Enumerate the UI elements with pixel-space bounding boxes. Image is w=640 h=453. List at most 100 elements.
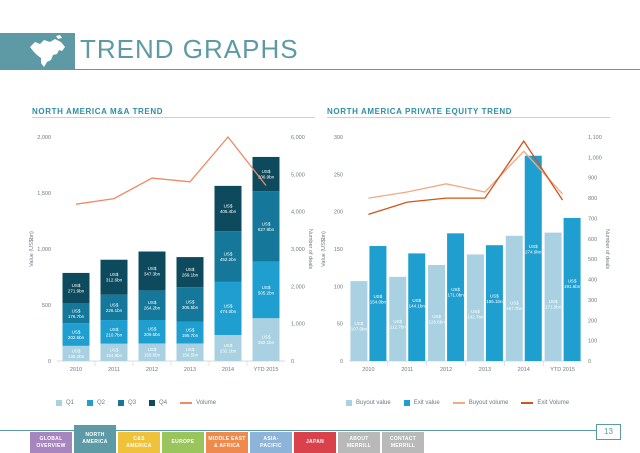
y2-axis-title: Number of deals bbox=[604, 229, 610, 270]
exit-volume-line bbox=[368, 139, 564, 216]
nav-tab-label-line1: C&S bbox=[133, 435, 145, 442]
nav-tab-europe[interactable]: EUROPE bbox=[162, 432, 204, 453]
y-tick-label: 50 bbox=[337, 322, 343, 328]
data-label: US$ 232.1bn bbox=[220, 343, 237, 354]
bar-segment-q4 bbox=[138, 251, 166, 291]
legend-swatch bbox=[346, 400, 352, 406]
nav-tab-c-s-america[interactable]: C&S AMERICA bbox=[118, 432, 160, 453]
bar-buyout-value bbox=[544, 232, 562, 361]
right-section-rule bbox=[327, 117, 610, 118]
y2-tick-label: 1,000 bbox=[588, 155, 602, 161]
nav-tab-global-overview[interactable]: GLOBAL OVERVIEW bbox=[30, 432, 72, 453]
bar-segment-q1 bbox=[252, 318, 280, 361]
nav-tab-middle-east-africa[interactable]: MIDDLE EAST & AFRICA bbox=[206, 432, 248, 453]
data-label: US$ 154.0bn bbox=[370, 294, 387, 305]
nav-tab-japan[interactable]: JAPAN bbox=[294, 432, 336, 453]
bar-segment-q3 bbox=[138, 290, 166, 320]
legend-label: Buyout value bbox=[356, 400, 391, 406]
nav-tab-label-line2: OVERVIEW bbox=[36, 442, 66, 449]
data-label: US$ 128.6bn bbox=[428, 314, 445, 325]
nav-tab-label-line1: MIDDLE EAST bbox=[208, 435, 246, 442]
bar-buyout-value bbox=[505, 235, 523, 361]
data-label: US$ 210.7bn bbox=[106, 327, 123, 338]
data-label: US$ 347.3bn bbox=[144, 266, 161, 277]
x-tick-label: 2012 bbox=[146, 367, 158, 373]
data-label: US$ 112.7bn bbox=[390, 319, 406, 330]
legend-swatch bbox=[118, 400, 125, 406]
nav-tab-label-line2: PACIFIC bbox=[260, 442, 282, 449]
bar-segment-q2 bbox=[252, 261, 280, 319]
data-label: US$ 155.1bn bbox=[486, 293, 503, 304]
nav-tab-north-america[interactable]: NORTH AMERICA bbox=[74, 425, 116, 453]
legend-label: Exit value bbox=[413, 400, 440, 406]
data-label: US$ 202.6bn bbox=[68, 330, 85, 341]
x-tick-label: 2010 bbox=[70, 367, 82, 373]
data-label: US$ 627.9bn bbox=[258, 221, 275, 232]
data-label: US$ 209.5bn bbox=[144, 327, 161, 338]
y2-tick-label: 1,000 bbox=[291, 322, 305, 328]
bar-segment-q2 bbox=[62, 323, 90, 346]
data-label: US$ 176.7bn bbox=[68, 308, 85, 319]
nav-tab-label: EUROPE bbox=[172, 439, 195, 446]
bar-segment-q2 bbox=[214, 281, 242, 336]
data-label: US$ 306.9bn bbox=[258, 169, 275, 180]
data-label: US$ 505.2bn bbox=[258, 285, 275, 296]
nav-tab-label-line1: EUROPE bbox=[171, 439, 195, 445]
nav-tab-label-line2: MERRILL bbox=[390, 442, 416, 449]
legend-swatch bbox=[180, 402, 193, 404]
bar-buyout-value bbox=[350, 281, 368, 361]
data-label: US$ 405.4bn bbox=[220, 204, 237, 215]
legend-item-exit-volume: Exit Volume bbox=[521, 400, 569, 406]
nav-tab-label: ABOUT MERRILL bbox=[347, 436, 371, 450]
y2-tick-label: 6,000 bbox=[291, 135, 305, 141]
bar-segment-q3 bbox=[252, 191, 280, 262]
legend-label: Buyout volume bbox=[468, 400, 509, 406]
bar-exit-value bbox=[563, 217, 581, 361]
legend-item-q3: Q3 bbox=[118, 400, 136, 406]
x-tick-label: 2014 bbox=[518, 367, 530, 373]
bar-exit-value bbox=[369, 246, 387, 361]
y2-tick-label: 100 bbox=[588, 339, 597, 345]
bar-segment-q1 bbox=[62, 345, 90, 361]
y-tick-label: 300 bbox=[334, 135, 343, 141]
y2-tick-label: 4,000 bbox=[291, 210, 305, 216]
bar-exit-value bbox=[485, 245, 503, 361]
bar-segment-q1 bbox=[138, 343, 166, 361]
data-label: US$ 171.0bn bbox=[447, 287, 464, 298]
data-label: US$ 271.9bn bbox=[68, 283, 85, 294]
nav-tab-label-line1: NORTH bbox=[85, 432, 105, 438]
data-label: US$ 269.1bn bbox=[182, 267, 199, 278]
legend-item-volume: Volume bbox=[180, 400, 216, 406]
legend-label: Exit Volume bbox=[537, 400, 570, 406]
data-label: US$ 264.2bn bbox=[144, 300, 161, 311]
nav-tab-label-line2: MERRILL bbox=[346, 442, 372, 449]
y2-tick-label: 5,000 bbox=[291, 172, 305, 178]
legend-swatch bbox=[403, 400, 410, 406]
x-tick-label: YTD 2015 bbox=[550, 367, 575, 373]
x-tick-label: 2012 bbox=[440, 367, 452, 373]
nav-tab-asia-pacific[interactable]: ASIA- PACIFIC bbox=[250, 432, 292, 453]
nav-tab-label: NORTH AMERICA bbox=[82, 432, 107, 446]
buyout-volume-line bbox=[368, 150, 564, 199]
nav-tab-contact-merrill[interactable]: CONTACT MERRILL bbox=[382, 432, 424, 453]
x-tick-label: 2013 bbox=[184, 367, 196, 373]
y2-tick-label: 2,000 bbox=[291, 284, 305, 290]
nav-tab-about-merrill[interactable]: ABOUT MERRILL bbox=[338, 432, 380, 453]
legend-item-q2: Q2 bbox=[87, 400, 105, 406]
bar-segment-q4 bbox=[176, 257, 204, 288]
y2-axis-title: Number of deals bbox=[307, 229, 313, 270]
bar-exit-value bbox=[447, 233, 465, 361]
legend-label: Volume bbox=[196, 400, 217, 406]
volume-line bbox=[75, 135, 267, 205]
y-tick-label: 2,000 bbox=[37, 135, 51, 141]
x-tick-label: 2013 bbox=[479, 367, 491, 373]
x-tick-label: 2014 bbox=[222, 367, 234, 373]
data-label: US$ 154.8bn bbox=[106, 347, 123, 358]
y-axis-title: Value (US$bn) bbox=[29, 231, 35, 267]
legend-swatch bbox=[452, 402, 465, 404]
nav-tab-label: JAPAN bbox=[306, 439, 324, 446]
nav-tab-label-line1: ABOUT bbox=[349, 435, 369, 442]
bar-segment-q1 bbox=[176, 343, 204, 361]
right-section-title: NORTH AMERICA PRIVATE EQUITY TREND bbox=[327, 107, 513, 116]
